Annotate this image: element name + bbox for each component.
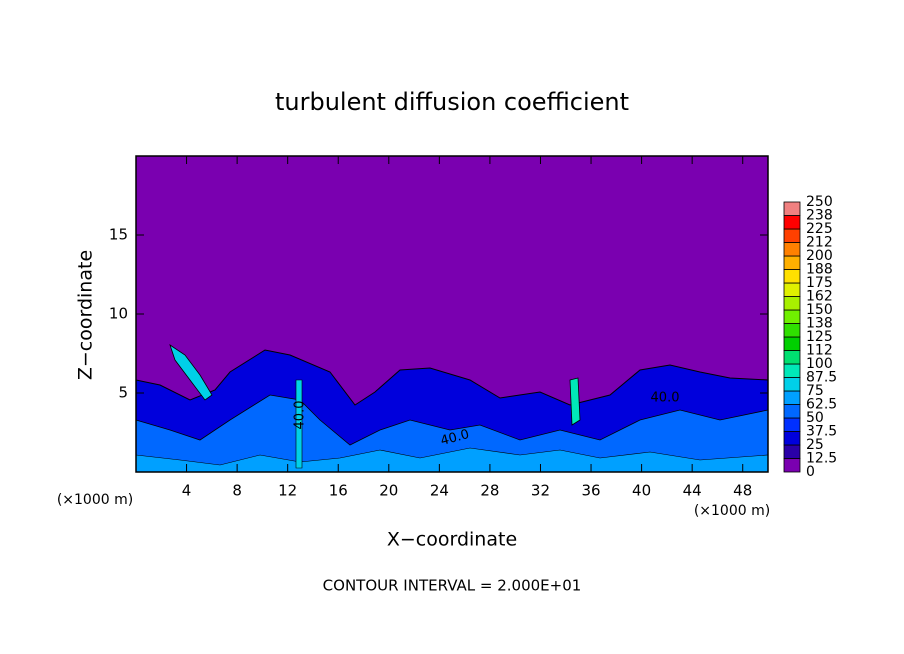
- colorbar-label: 50: [806, 410, 824, 426]
- colorbar-label: 25: [806, 437, 824, 453]
- y-axis-label: Z−coordinate: [75, 250, 97, 380]
- colorbar-box: [783, 255, 801, 270]
- contour-label: 40.0: [439, 427, 471, 449]
- field: [135, 156, 769, 473]
- colorbar-label: 200: [806, 248, 833, 264]
- colorbar-label: 125: [806, 329, 833, 345]
- x-tick-label: 8: [232, 482, 242, 500]
- field-region: [569, 377, 581, 426]
- colorbar-label: 62.5: [806, 397, 837, 413]
- x-tick-label: 48: [733, 482, 752, 500]
- x-tick-label: 40: [632, 482, 651, 500]
- colorbar-box: [783, 350, 801, 365]
- y-tick-label: 10: [109, 305, 128, 323]
- colorbar-label: 138: [806, 316, 833, 332]
- x-tick-label: 28: [480, 482, 499, 500]
- contour-label: 40.0: [651, 391, 680, 406]
- x-tick-label: 4: [182, 482, 192, 500]
- colorbar-label: 175: [806, 275, 833, 291]
- x-axis-label: X−coordinate: [387, 529, 517, 551]
- x-tick-label: 20: [379, 482, 398, 500]
- colorbar-box: [783, 215, 801, 230]
- colorbar-box: [783, 282, 801, 297]
- field-region: [169, 344, 213, 401]
- colorbar-box: [783, 201, 801, 216]
- colorbar-label: 162: [806, 289, 833, 305]
- x-tick-label: 16: [329, 482, 348, 500]
- colorbar-label: 37.5: [806, 424, 837, 440]
- colorbar-label: 250: [806, 194, 833, 210]
- colorbar-label: 87.5: [806, 370, 837, 386]
- colorbar-label: 112: [806, 343, 833, 359]
- colorbar-box: [783, 390, 801, 405]
- colorbar-box: [783, 309, 801, 324]
- colorbar-label: 225: [806, 221, 833, 237]
- y-tick-label: 5: [118, 384, 128, 402]
- colorbar-box: [783, 377, 801, 392]
- colorbar-label: 150: [806, 302, 833, 318]
- colorbar-box: [783, 404, 801, 419]
- colorbar-box: [783, 417, 801, 432]
- x-tick-label: 36: [581, 482, 600, 500]
- colorbar-box: [783, 431, 801, 446]
- colorbar-label: 212: [806, 235, 833, 251]
- colorbar-box: [783, 444, 801, 459]
- x-tick-label: 44: [683, 482, 702, 500]
- colorbar-label: 238: [806, 208, 833, 224]
- x-tick-label: 32: [531, 482, 550, 500]
- colorbar-box: [783, 242, 801, 257]
- x-unit-label: (×1000 m): [694, 503, 770, 519]
- colorbar-box: [783, 363, 801, 378]
- colorbar-label: 75: [806, 383, 824, 399]
- field-region: [295, 379, 303, 469]
- colorbar-label: 12.5: [806, 451, 837, 467]
- colorbar-box: [783, 228, 801, 243]
- field-region: [135, 394, 769, 473]
- colorbar-label: 188: [806, 262, 833, 278]
- colorbar-box: [783, 323, 801, 338]
- x-tick-label: 24: [430, 482, 449, 500]
- chart-title: turbulent diffusion coefficient: [275, 88, 629, 116]
- contour-label: 40.0: [293, 401, 308, 430]
- colorbar-label: 0: [806, 464, 815, 480]
- x-tick-label: 12: [278, 482, 297, 500]
- colorbar-box: [783, 336, 801, 351]
- y-tick-label: 15: [109, 226, 128, 244]
- x-unit-label: (×1000 m): [57, 492, 133, 508]
- colorbar-box: [783, 269, 801, 284]
- footer: CONTOUR INTERVAL = 2.000E+01: [323, 577, 582, 595]
- colorbar-box: [783, 458, 801, 473]
- colorbar-label: 100: [806, 356, 833, 372]
- colorbar-box: [783, 296, 801, 311]
